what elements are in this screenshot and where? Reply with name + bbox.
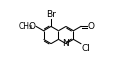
Text: CH₃: CH₃: [18, 22, 32, 31]
Text: O: O: [29, 22, 36, 31]
Text: Br: Br: [46, 10, 56, 19]
Text: Cl: Cl: [81, 44, 90, 53]
Text: O: O: [88, 22, 95, 31]
Text: N: N: [63, 39, 69, 48]
